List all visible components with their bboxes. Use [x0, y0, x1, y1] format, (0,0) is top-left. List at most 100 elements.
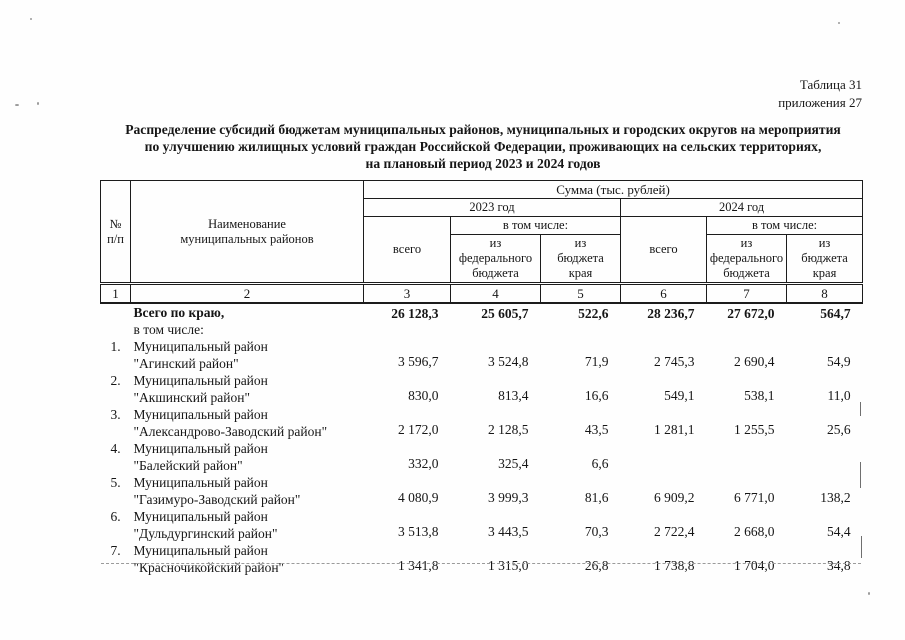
header-cell-krai-2024: из бюджета края: [785, 234, 864, 284]
district-row: 1. Муниципальный район "Агинский район" …: [101, 338, 863, 372]
header-cell-including-2023: в том числе:: [450, 216, 621, 235]
scan-speck: [30, 18, 32, 20]
table-bottom-dashed-rule: [101, 563, 861, 564]
district-name-line1: Муниципальный район: [133, 373, 268, 388]
value-cell: 26 128,3: [391, 306, 439, 321]
value-cell: 11,0: [827, 387, 851, 403]
header-cell-including-2024: в том числе:: [705, 216, 864, 235]
value-cell: 2 690,4: [734, 353, 775, 369]
district-name-line1: Муниципальный район: [133, 475, 268, 490]
row-number: 2.: [110, 373, 121, 388]
col-num-5: 5: [540, 282, 621, 304]
district-name: Муниципальный район "Агинский район": [131, 338, 364, 372]
row-number: 5.: [110, 475, 121, 490]
header-cell-sum: Сумма (тыс. рублей): [362, 180, 864, 199]
district-name-line2: "Александрово-Заводский район": [133, 423, 328, 439]
scan-edge-mark: [861, 536, 862, 558]
district-name-line1: Муниципальный район: [133, 339, 268, 354]
value-cell: 1 255,5: [734, 421, 775, 437]
col-num-3: 3: [363, 282, 451, 304]
district-name: Муниципальный район "Балейский район": [131, 440, 364, 474]
value-cell: 16,6: [584, 387, 609, 403]
value-cell: 27 672,0: [727, 306, 775, 321]
subsidy-table: № п/п Наименование муниципальных районов…: [100, 180, 864, 576]
header-cell-total-2023: всего: [363, 216, 451, 284]
value-cell: 6,6: [591, 455, 609, 471]
col-num-2: 2: [130, 282, 364, 304]
col-num-6: 6: [620, 282, 707, 304]
col-num-4: 4: [450, 282, 541, 304]
value-cell: 1 704,0: [734, 557, 775, 573]
district-row: 7. Муниципальный район "Красночикойский …: [101, 542, 863, 576]
scan-edge-mark: [860, 402, 861, 416]
header-cell-krai-2023: из бюджета края: [540, 234, 621, 284]
header-cell-num: № п/п: [100, 180, 131, 284]
district-name-line2: "Дульдургинский район": [133, 525, 278, 541]
value-cell: 1 315,0: [488, 557, 529, 573]
value-cell: 25,6: [826, 421, 851, 437]
value-cell: 549,1: [664, 387, 695, 403]
value-cell: 54,4: [826, 523, 851, 539]
scan-edge-mark: [860, 462, 861, 488]
district-name: Муниципальный район "Акшинский район": [131, 372, 364, 406]
total-row-label: Всего по краю,: [133, 305, 225, 320]
value-cell: 325,4: [498, 455, 529, 471]
value-cell: 813,4: [498, 387, 529, 403]
value-cell: 4 080,9: [398, 489, 439, 505]
district-name-line2: "Агинский район": [133, 355, 239, 371]
district-name-line1: Муниципальный район: [133, 509, 268, 524]
value-cell: 564,7: [820, 306, 851, 321]
value-cell: 1 341,8: [398, 557, 439, 573]
page-title-line1: Распределение субсидий бюджетам муниципа…: [125, 122, 841, 137]
value-cell: 3 524,8: [488, 353, 529, 369]
value-cell: 2 172,0: [398, 421, 439, 437]
district-name-line2: "Балейский район": [133, 457, 243, 473]
table-caption: Таблица 31 приложения 27: [778, 77, 862, 110]
page-title: Распределение субсидий бюджетам муниципа…: [98, 121, 868, 172]
scan-speck: [868, 592, 870, 595]
value-cell: 830,0: [408, 387, 439, 403]
district-row: 6. Муниципальный район "Дульдургинский р…: [101, 508, 863, 542]
value-cell: 3 443,5: [488, 523, 529, 539]
value-cell: 54,9: [826, 353, 851, 369]
district-row: 3. Муниципальный район "Александрово-Зав…: [101, 406, 863, 440]
header-cell-total-2024: всего: [620, 216, 707, 284]
value-cell: 6 771,0: [734, 489, 775, 505]
value-cell: 28 236,7: [647, 306, 695, 321]
value-cell: 3 513,8: [398, 523, 439, 539]
header-cell-year-2023: 2023 год: [363, 198, 621, 217]
value-cell: [787, 440, 863, 474]
district-name-line1: Муниципальный район: [133, 543, 268, 558]
value-cell: 522,6: [578, 306, 609, 321]
row-number: [101, 303, 131, 338]
value-cell: 1 281,1: [654, 421, 695, 437]
value-cell: 25 605,7: [481, 306, 529, 321]
value-cell: 34,8: [826, 557, 851, 573]
value-cell: 3 596,7: [398, 353, 439, 369]
value-cell: 26,8: [584, 557, 609, 573]
value-cell: 43,5: [584, 421, 609, 437]
col-num-1: 1: [100, 282, 131, 304]
scan-speck: [15, 104, 19, 106]
scan-speck: [37, 102, 39, 105]
district-name: Муниципальный район "Газимуро-Заводский …: [131, 474, 364, 508]
row-number: 1.: [110, 339, 121, 354]
total-row: Всего по краю, в том числе: 26 128,3 25 …: [101, 303, 863, 338]
value-cell: 70,3: [584, 523, 609, 539]
district-name: Муниципальный район "Красночикойский рай…: [131, 542, 364, 576]
subsidy-table-wrap: № п/п Наименование муниципальных районов…: [100, 180, 864, 576]
district-name-line2: "Красночикойский район": [133, 559, 285, 575]
value-cell: 2 722,4: [654, 523, 695, 539]
district-row: 5. Муниципальный район "Газимуро-Заводск…: [101, 474, 863, 508]
col-num-7: 7: [706, 282, 787, 304]
district-row: 2. Муниципальный район "Акшинский район"…: [101, 372, 863, 406]
total-row-sublabel: в том числе:: [133, 321, 204, 337]
total-row-name: Всего по краю, в том числе:: [131, 303, 364, 338]
column-number-row: 1 2 3 4 5 6 7 8: [100, 282, 864, 304]
value-cell: 2 745,3: [654, 353, 695, 369]
header-cell-federal-2024: из федерального бюджета: [706, 234, 787, 284]
district-row: 4. Муниципальный район "Балейский район"…: [101, 440, 863, 474]
value-cell: 2 668,0: [734, 523, 775, 539]
row-number: 4.: [110, 441, 121, 456]
